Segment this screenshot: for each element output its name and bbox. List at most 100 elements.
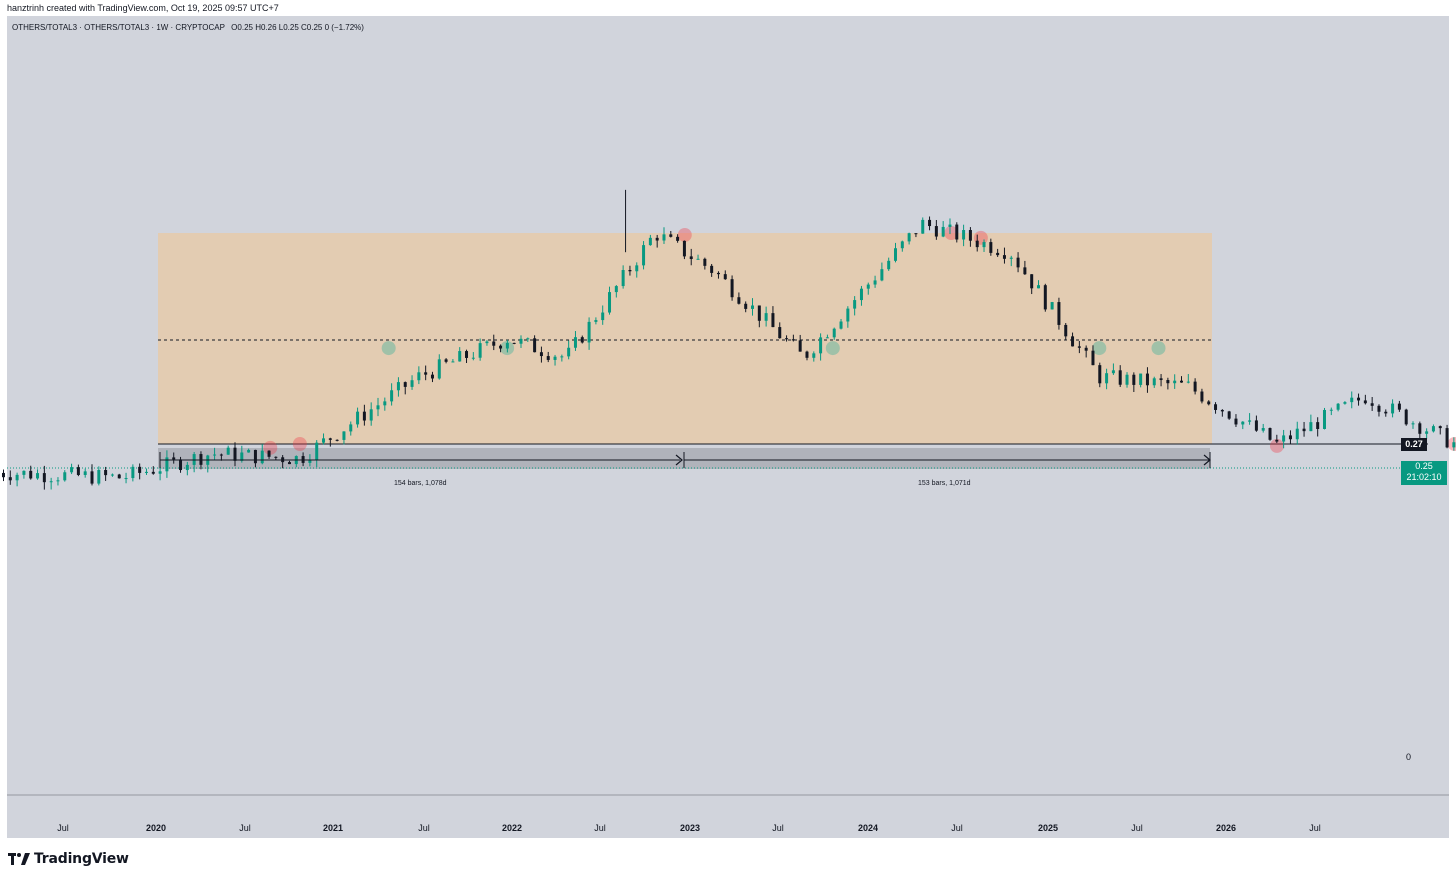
candle-body <box>444 359 448 362</box>
candle-body <box>921 219 925 234</box>
candle-body <box>1268 428 1272 440</box>
candle-body <box>328 438 332 440</box>
candle-body <box>158 471 162 474</box>
candle-body <box>853 300 857 309</box>
measure-arrow-2[interactable] <box>683 452 1211 468</box>
candle-body <box>247 449 251 453</box>
tradingview-logo[interactable]: TradingView <box>8 851 129 867</box>
candle-body <box>1105 373 1109 384</box>
candle-body <box>42 473 46 483</box>
candle-body <box>471 357 475 359</box>
candle-body <box>233 447 237 461</box>
candle-body <box>117 474 121 479</box>
candle-body <box>662 234 666 241</box>
candle-body <box>1275 439 1279 442</box>
candle-body <box>1200 391 1204 402</box>
level-price-tag[interactable]: 0.27 <box>1401 438 1427 451</box>
time-axis-label: Jul <box>1131 823 1143 833</box>
candle-body <box>601 312 605 321</box>
candle-body <box>36 473 40 479</box>
candle-body <box>138 466 142 473</box>
candle-body <box>90 471 94 484</box>
time-axis-label: 2025 <box>1038 823 1058 833</box>
candle-body <box>1016 257 1020 268</box>
candle-body <box>519 338 523 344</box>
candle-body <box>608 292 612 313</box>
candle-body <box>894 248 898 261</box>
candle-body <box>914 233 918 235</box>
candle-body <box>192 454 196 465</box>
time-axis-label: Jul <box>594 823 606 833</box>
candle-body <box>955 224 959 240</box>
candle-body <box>873 280 877 285</box>
header-bar: hanztrinh created with TradingView.com, … <box>0 0 1456 16</box>
last-price-tag[interactable]: 0.25 21:02:10 <box>1401 461 1447 485</box>
candle-body <box>546 356 550 360</box>
candle-body <box>839 321 843 329</box>
ohlc-values: O0.25 H0.26 L0.25 C0.25 0 (−1.72%) <box>231 23 364 32</box>
price-scale-zero: 0 <box>1406 752 1412 762</box>
candle-body <box>1186 381 1190 383</box>
range-box[interactable] <box>158 233 1212 444</box>
candle-body <box>383 401 387 406</box>
candle-body <box>356 411 360 425</box>
candle-body <box>1370 403 1374 406</box>
candle-body <box>1316 422 1320 429</box>
candle-body <box>526 338 530 340</box>
candle-body <box>1397 403 1401 410</box>
candle-body <box>315 442 319 460</box>
candle-body <box>1377 405 1381 412</box>
candle-body <box>1193 381 1197 392</box>
measure-arrow-1[interactable] <box>159 452 683 468</box>
candle-body <box>1057 302 1061 325</box>
candle-body <box>76 467 80 475</box>
candle-body <box>805 351 809 358</box>
candle-body <box>430 374 434 379</box>
red-highlight <box>944 226 959 241</box>
candle-body <box>240 452 244 461</box>
candle-body <box>1404 409 1408 425</box>
candle-body <box>56 480 60 482</box>
green-highlight <box>381 341 396 356</box>
symbol-legend[interactable]: OTHERS/TOTAL3 · OTHERS/TOTAL3 · 1W · CRY… <box>12 23 368 32</box>
candle-body <box>1391 403 1395 414</box>
time-axis[interactable]: Jul 2020 Jul 2021 Jul 2022 Jul 2023 Jul 2024 Jul 20… <box>57 823 1321 833</box>
candle-body <box>1357 397 1361 401</box>
candle-body <box>199 454 203 465</box>
candle-body <box>185 464 189 471</box>
candle-body <box>846 308 850 322</box>
candle-body <box>1336 403 1340 410</box>
symbol-title[interactable]: OTHERS/TOTAL3 · OTHERS/TOTAL3 · 1W · CRY… <box>12 23 225 32</box>
candle-body <box>573 337 577 348</box>
candle-body <box>866 284 870 289</box>
candle-body <box>458 351 462 362</box>
candle-body <box>22 470 26 475</box>
time-axis-label: 2022 <box>502 823 522 833</box>
candle-body <box>1037 285 1041 289</box>
candle-body <box>1418 423 1422 434</box>
candle-body <box>1350 397 1354 403</box>
measure-label-1: 154 bars, 1,078d <box>394 480 447 487</box>
candle-body <box>825 337 829 339</box>
candle-body <box>1254 420 1258 431</box>
candle-body <box>737 297 741 304</box>
candle-body <box>213 454 217 456</box>
candle-body <box>131 466 135 479</box>
time-axis-label: 2026 <box>1216 823 1236 833</box>
candle-body <box>962 230 966 240</box>
candle-body <box>322 438 326 443</box>
candle-body <box>1234 418 1238 425</box>
candle-body <box>655 237 659 241</box>
candle-body <box>928 219 932 227</box>
candle-body <box>669 234 673 237</box>
candle-body <box>1329 409 1333 411</box>
tradingview-wordmark: TradingView <box>34 851 129 867</box>
candle-body <box>492 341 496 346</box>
candle-body <box>1411 423 1415 425</box>
candle-body <box>70 467 74 473</box>
candle-body <box>975 240 979 248</box>
candle-body <box>49 481 53 483</box>
candle-body <box>614 286 618 293</box>
candle-body <box>1431 426 1435 432</box>
